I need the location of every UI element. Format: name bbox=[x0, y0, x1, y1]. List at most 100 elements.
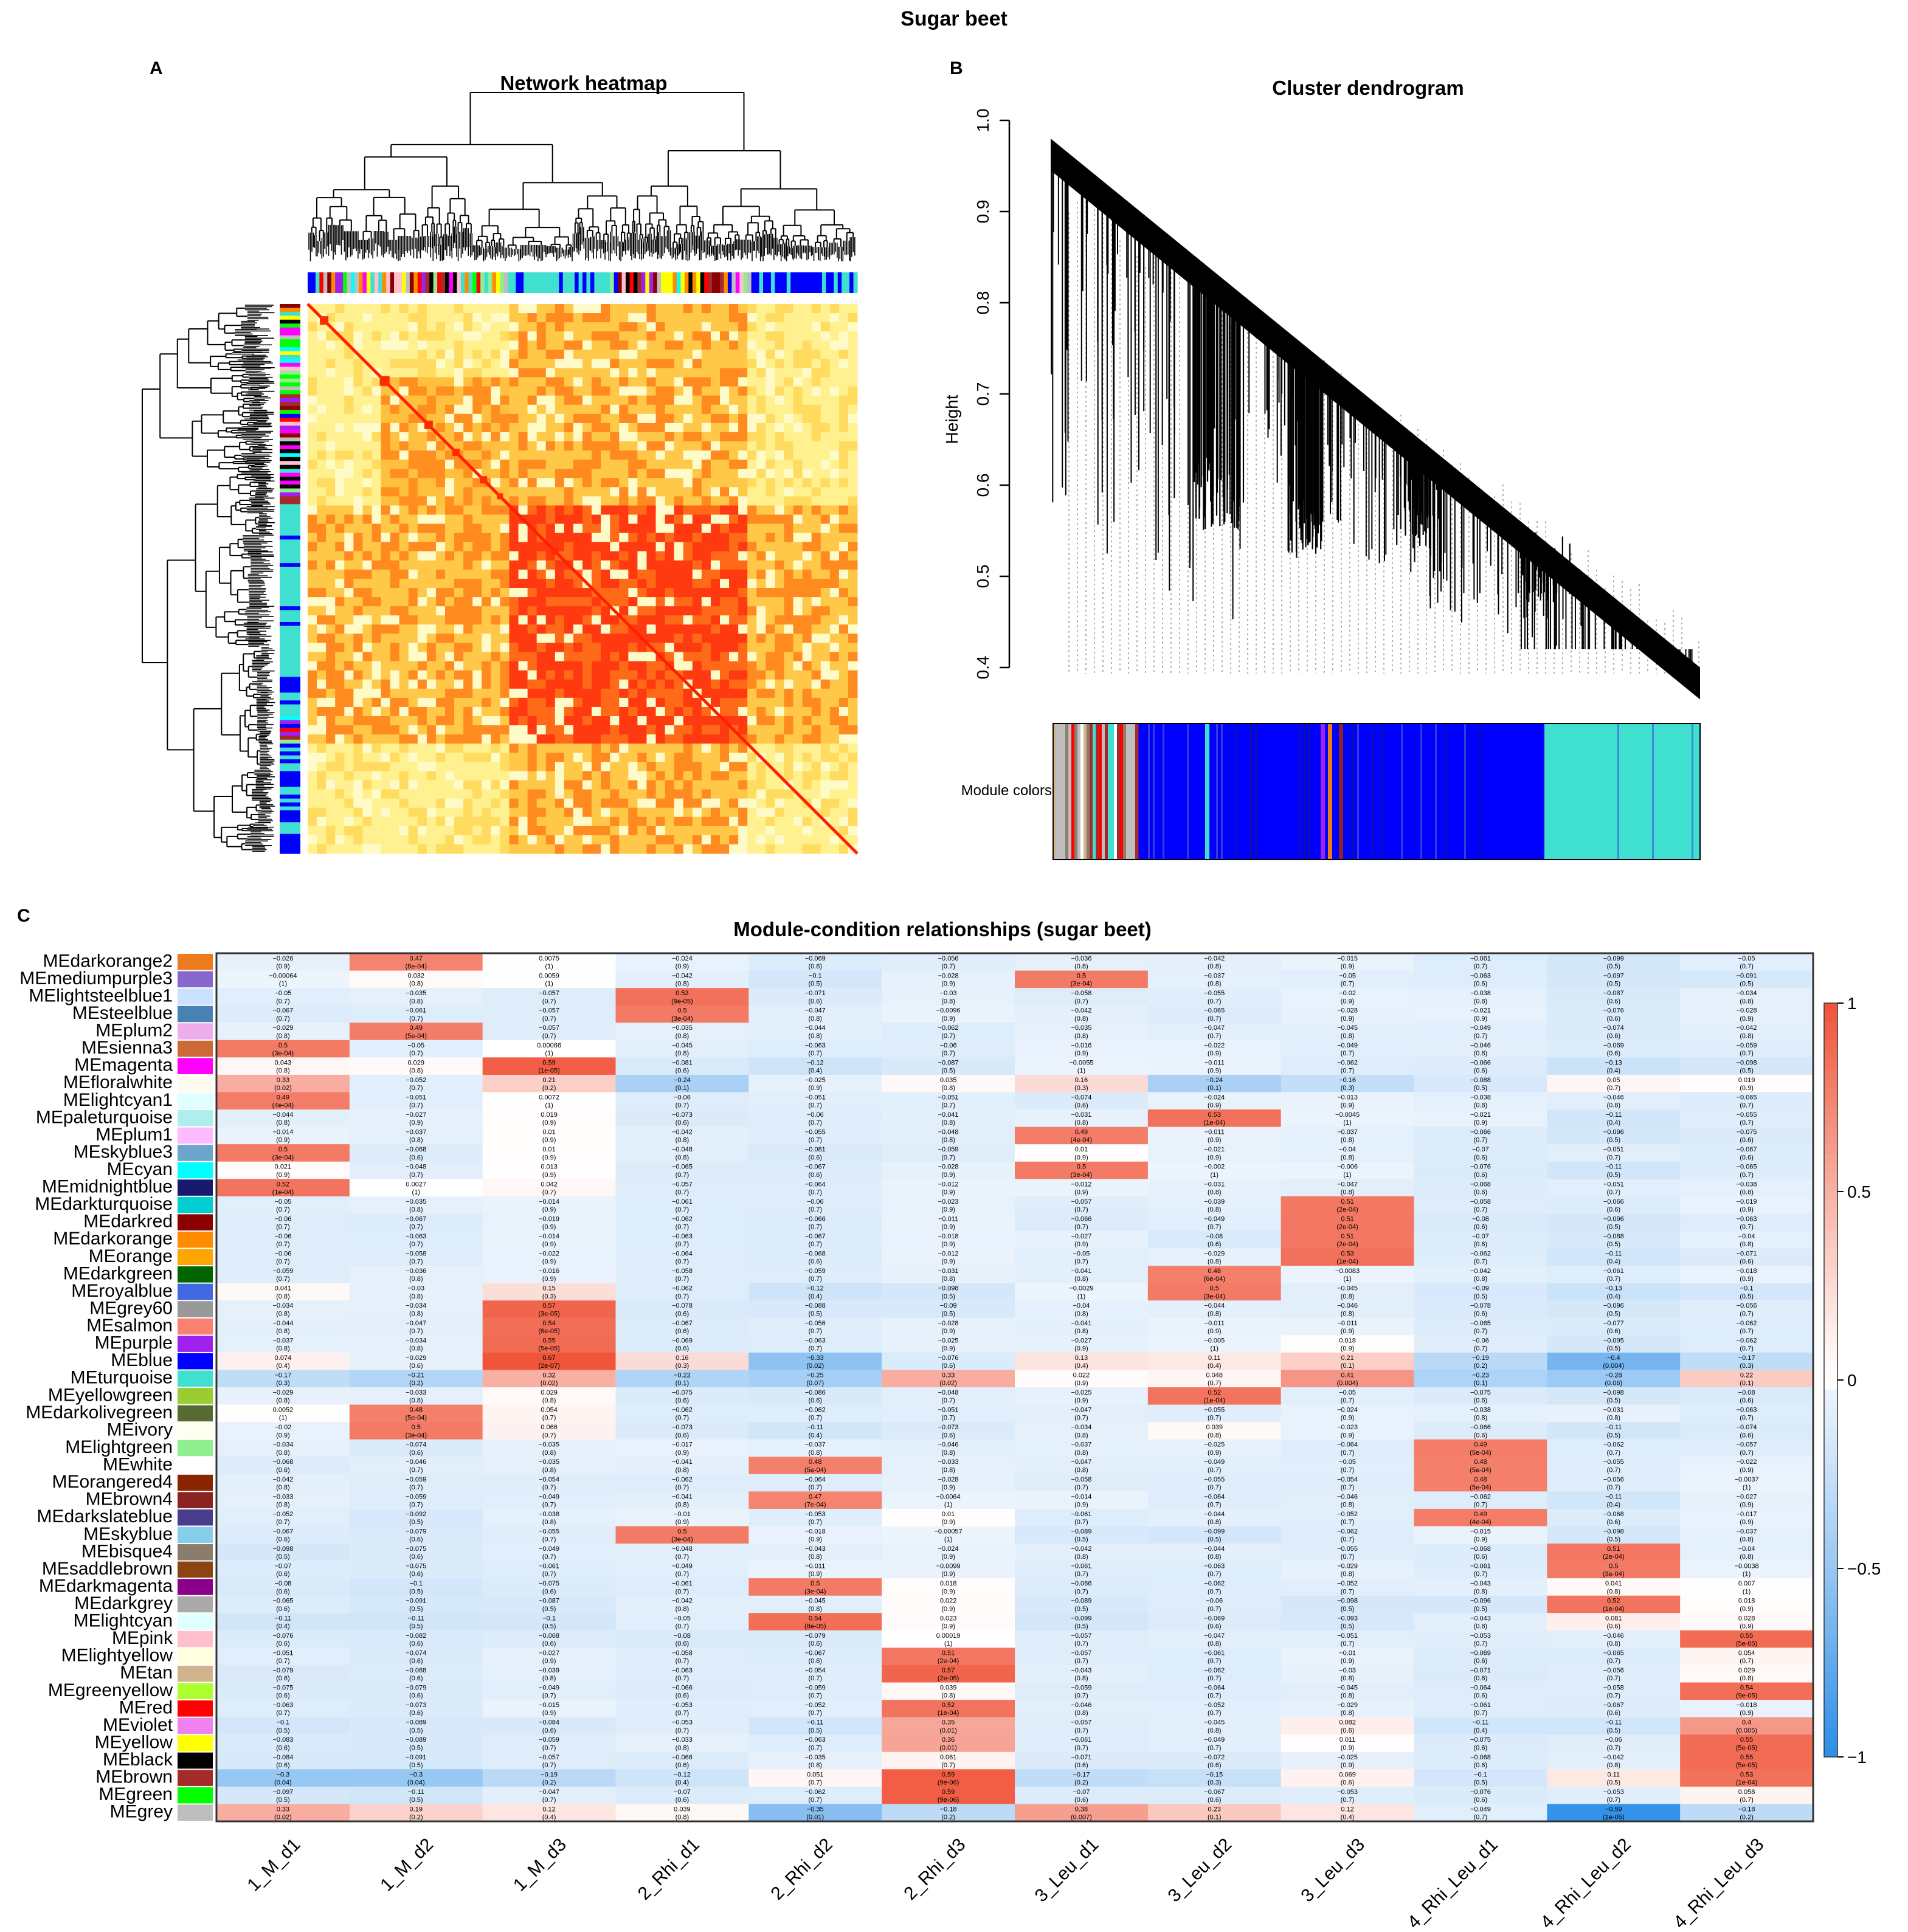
heatmap-cell bbox=[793, 542, 803, 552]
heatmap-cell bbox=[390, 514, 400, 525]
heatmap-cell bbox=[372, 771, 382, 781]
heatmap-cell bbox=[582, 514, 592, 525]
heatmap-cell bbox=[802, 496, 812, 506]
heatmap-cell bbox=[317, 579, 327, 588]
heatmap-cell bbox=[308, 340, 317, 350]
heatmap-cell bbox=[592, 633, 601, 643]
module-color-segment bbox=[547, 272, 551, 293]
heatmap-cell bbox=[308, 551, 317, 561]
heatmap-cell bbox=[848, 331, 858, 341]
heatmap-cell bbox=[454, 743, 464, 753]
heatmap-cell bbox=[820, 606, 831, 616]
module-color-segment bbox=[280, 402, 300, 407]
heatmap-cell bbox=[408, 679, 418, 689]
heatmap-cell bbox=[646, 652, 657, 662]
heatmap-cell bbox=[784, 496, 794, 506]
heatmap-cell bbox=[738, 478, 748, 488]
heatmap-cell bbox=[720, 652, 730, 662]
heatmap-cell bbox=[766, 460, 775, 469]
module-color-segment bbox=[280, 826, 300, 830]
heatmap-cell bbox=[573, 706, 583, 717]
heatmap-cell bbox=[592, 368, 601, 378]
heatmap-cell bbox=[665, 478, 675, 488]
heatmap-cell bbox=[601, 762, 610, 771]
heatmap-cell bbox=[317, 423, 327, 433]
heatmap-cell bbox=[545, 579, 556, 588]
heatmap-cell bbox=[637, 753, 647, 762]
heatmap-cell bbox=[573, 679, 583, 689]
heatmap-cell bbox=[362, 743, 372, 753]
heatmap-cell bbox=[710, 652, 721, 662]
heatmap-cell bbox=[454, 661, 464, 671]
heatmap-cell bbox=[729, 762, 739, 771]
heatmap-cell bbox=[582, 706, 592, 717]
heatmap-cell bbox=[353, 624, 363, 634]
module-color-segment bbox=[394, 272, 399, 293]
heatmap-cell bbox=[555, 413, 565, 424]
module-color-segment bbox=[280, 559, 300, 564]
heatmap-cell bbox=[426, 487, 437, 497]
heatmap-cell bbox=[527, 697, 537, 708]
heatmap-cell bbox=[637, 322, 647, 332]
heatmap-cell bbox=[829, 368, 840, 378]
heatmap-cell bbox=[381, 780, 391, 790]
heatmap-cell bbox=[775, 441, 784, 451]
heatmap-cell bbox=[564, 743, 574, 753]
heatmap-cell bbox=[820, 322, 831, 332]
heatmap-cell bbox=[463, 523, 473, 534]
heatmap-cell bbox=[601, 395, 610, 405]
heatmap-cell bbox=[308, 679, 317, 689]
heatmap-cell bbox=[545, 395, 556, 405]
heatmap-cell bbox=[601, 624, 610, 634]
heatmap-cell bbox=[317, 386, 327, 396]
heatmap-cell bbox=[555, 661, 565, 671]
heatmap-cell bbox=[628, 496, 638, 506]
heatmap-cell bbox=[555, 313, 565, 323]
heatmap-cell bbox=[793, 679, 803, 689]
heatmap-cell bbox=[353, 432, 363, 442]
heatmap-cell bbox=[472, 487, 482, 497]
heatmap-cell bbox=[435, 624, 446, 634]
heatmap-cell bbox=[545, 716, 556, 726]
module-color-segment bbox=[821, 272, 826, 293]
heatmap-cell bbox=[811, 478, 821, 488]
heatmap-cell bbox=[335, 670, 345, 680]
heatmap-cell bbox=[417, 661, 427, 671]
heatmap-cell bbox=[408, 643, 418, 653]
heatmap-cell bbox=[784, 542, 794, 552]
heatmap-cell bbox=[326, 487, 336, 497]
heatmap-cell bbox=[619, 395, 629, 405]
heatmap-cell bbox=[500, 615, 510, 625]
heatmap-cell bbox=[372, 780, 382, 790]
heatmap-cell bbox=[435, 551, 446, 561]
heatmap-cell bbox=[463, 423, 473, 433]
module-color-segment bbox=[280, 437, 300, 442]
heatmap-cell bbox=[426, 478, 437, 488]
heatmap-cell bbox=[381, 606, 391, 616]
heatmap-cell bbox=[308, 469, 317, 478]
heatmap-cell bbox=[701, 514, 711, 525]
heatmap-cell bbox=[601, 432, 610, 442]
heatmap-cell bbox=[582, 487, 592, 497]
heatmap-cell bbox=[665, 780, 675, 790]
heatmap-cell bbox=[683, 469, 693, 478]
heatmap-cell bbox=[802, 304, 812, 314]
heatmap-cell bbox=[701, 624, 711, 634]
heatmap-cell bbox=[692, 533, 702, 543]
heatmap-cell bbox=[445, 697, 455, 708]
heatmap-cell bbox=[326, 743, 336, 753]
heatmap-cell bbox=[518, 432, 528, 442]
heatmap-cell bbox=[326, 304, 336, 314]
heatmap-cell bbox=[555, 606, 565, 616]
heatmap-cell bbox=[793, 304, 803, 314]
heatmap-cell bbox=[372, 404, 382, 415]
heatmap-cell bbox=[829, 643, 840, 653]
heatmap-cell bbox=[793, 652, 803, 662]
heatmap-cell bbox=[408, 441, 418, 451]
heatmap-cell bbox=[482, 615, 491, 625]
heatmap-cell bbox=[848, 569, 858, 579]
heatmap-cell bbox=[372, 697, 382, 708]
heatmap-cell bbox=[692, 606, 702, 616]
heatmap-cell bbox=[729, 478, 739, 488]
heatmap-cell bbox=[674, 569, 684, 579]
